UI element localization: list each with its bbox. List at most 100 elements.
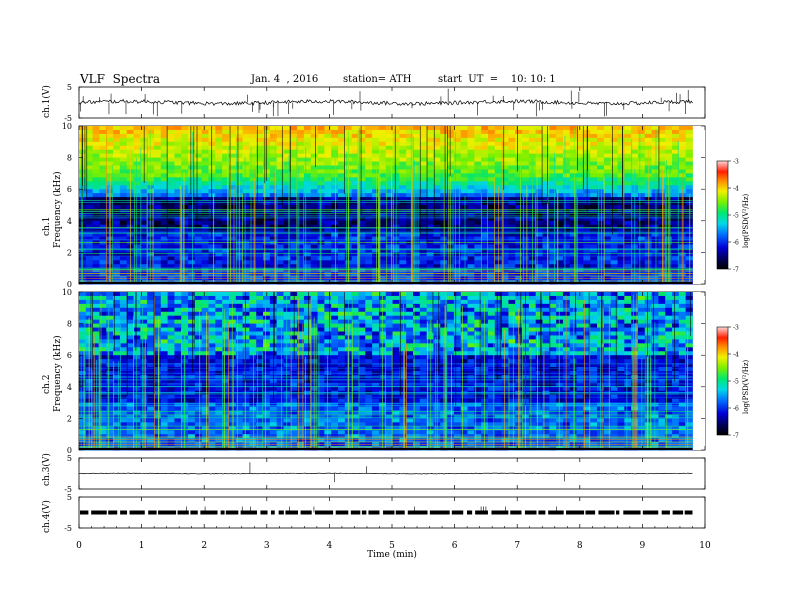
spectrogram-cell [188, 438, 196, 443]
spectrogram-cell [235, 434, 243, 439]
spectrogram-cell [147, 252, 155, 257]
spectrogram-cell [106, 248, 114, 253]
spectrogram-cell [290, 244, 298, 249]
spectrogram-cell [665, 252, 673, 257]
spectrogram-cell [147, 307, 155, 313]
spectrogram-cell [603, 149, 612, 155]
spectrogram-cell [651, 161, 659, 166]
spectrogram-cell [542, 224, 550, 230]
spectrogram-cell [487, 224, 496, 230]
spectrogram-cell [242, 212, 250, 218]
spectrogram-cell [310, 157, 318, 162]
spectrogram-cell [549, 232, 557, 237]
spectrogram-cell [556, 197, 564, 202]
spectrogram-cell [358, 165, 366, 170]
spectrogram-cell [460, 157, 468, 162]
spectrogram-cell [263, 398, 271, 403]
spectrogram-cell [685, 177, 693, 182]
spectrogram-cell [201, 252, 209, 257]
spectrogram-cell [215, 323, 223, 328]
spectrogram-cell [153, 295, 162, 301]
spectrogram-cell [433, 181, 441, 186]
spectrogram-cell [433, 145, 441, 151]
spectrogram-cell [617, 173, 625, 178]
spectrogram-cell [522, 153, 530, 158]
spectrogram-cell [597, 248, 605, 253]
spectrogram-cell [201, 422, 209, 427]
spectrogram-cell [637, 181, 646, 186]
spectrogram-cell [85, 193, 94, 198]
spectrogram-cell [201, 232, 209, 237]
spectrogram-cell [222, 347, 230, 352]
spectrogram-cell [331, 169, 339, 174]
spectrogram-cell [310, 161, 318, 166]
spectrogram-cell [140, 205, 148, 210]
spectrogram-cell [215, 252, 223, 257]
spectrogram-cell [651, 236, 659, 241]
spectrogram-cell [194, 161, 203, 166]
spectrogram-cell [338, 220, 346, 226]
spectrogram-cell [276, 363, 284, 368]
spectrogram-cell [433, 220, 441, 226]
spectrogram-cell [188, 430, 196, 435]
spectrogram-cell [276, 153, 284, 158]
spectrogram-cell [160, 161, 169, 166]
spectrogram-cell [256, 197, 264, 202]
spectrogram-cell [201, 319, 209, 324]
spectrogram-cell [208, 335, 216, 340]
spectrogram-cell [85, 157, 94, 162]
spectrogram-cell [597, 137, 605, 143]
spectrogram-cell [222, 315, 230, 321]
spectrogram-cell [508, 236, 516, 241]
spectrogram-cell [624, 145, 632, 151]
spectrogram-cell [174, 177, 182, 182]
spectrogram-cell [576, 201, 584, 206]
spectrogram-cell [658, 252, 666, 257]
spectrogram-cell [535, 193, 543, 198]
spectrogram-cell [569, 212, 577, 218]
spectrogram-cell [133, 153, 141, 158]
spectrogram-cell [228, 181, 237, 186]
spectrogram-cell [542, 161, 550, 166]
spectrogram-cell [481, 248, 489, 253]
spectrogram-cell [208, 331, 216, 336]
spectrogram-cell [113, 347, 121, 352]
spectrogram-cell [147, 418, 155, 423]
spectrogram-cell [672, 248, 680, 253]
spectrogram-cell [535, 189, 543, 194]
spectrogram-cell [501, 236, 509, 241]
spectrogram-cell [651, 205, 659, 210]
spectrogram-cell [331, 205, 339, 210]
spectrogram-cell [222, 268, 230, 273]
spectrogram-cell [597, 169, 605, 174]
spectrogram-cell [276, 367, 284, 372]
spectrogram-cell [160, 303, 169, 309]
spectrogram-cell [92, 347, 100, 352]
spectrogram-cell [338, 197, 346, 202]
spectrogram-cell [113, 197, 121, 202]
spectrogram-cell [269, 185, 278, 190]
spectrogram-cell [160, 268, 169, 273]
spectrogram-cell [201, 149, 209, 155]
spectrogram-cell [215, 149, 223, 155]
spectrogram-cell [351, 157, 359, 162]
spectrogram-cell [181, 161, 189, 166]
spectrogram-cell [338, 232, 346, 237]
spectrogram-cell [665, 272, 673, 277]
spectrogram-cell [331, 260, 339, 265]
spectrogram-cell [263, 220, 271, 226]
spectrogram-cell [508, 161, 516, 166]
spectrogram-cell [440, 149, 448, 155]
spectrogram-cell [215, 398, 223, 403]
spectrogram-cell [188, 149, 196, 155]
spectrogram-cell [508, 252, 516, 257]
spectrogram-cell [413, 232, 421, 237]
spectrogram-cell [188, 244, 196, 249]
spectrogram-cell [522, 181, 530, 186]
spectrogram-cell [201, 351, 209, 356]
spectrogram-cell [474, 272, 482, 277]
spectrogram-cell [303, 181, 312, 186]
spectrogram-cell [147, 193, 155, 198]
spectrogram-cell [515, 220, 523, 226]
spectrogram-cell [515, 197, 523, 202]
